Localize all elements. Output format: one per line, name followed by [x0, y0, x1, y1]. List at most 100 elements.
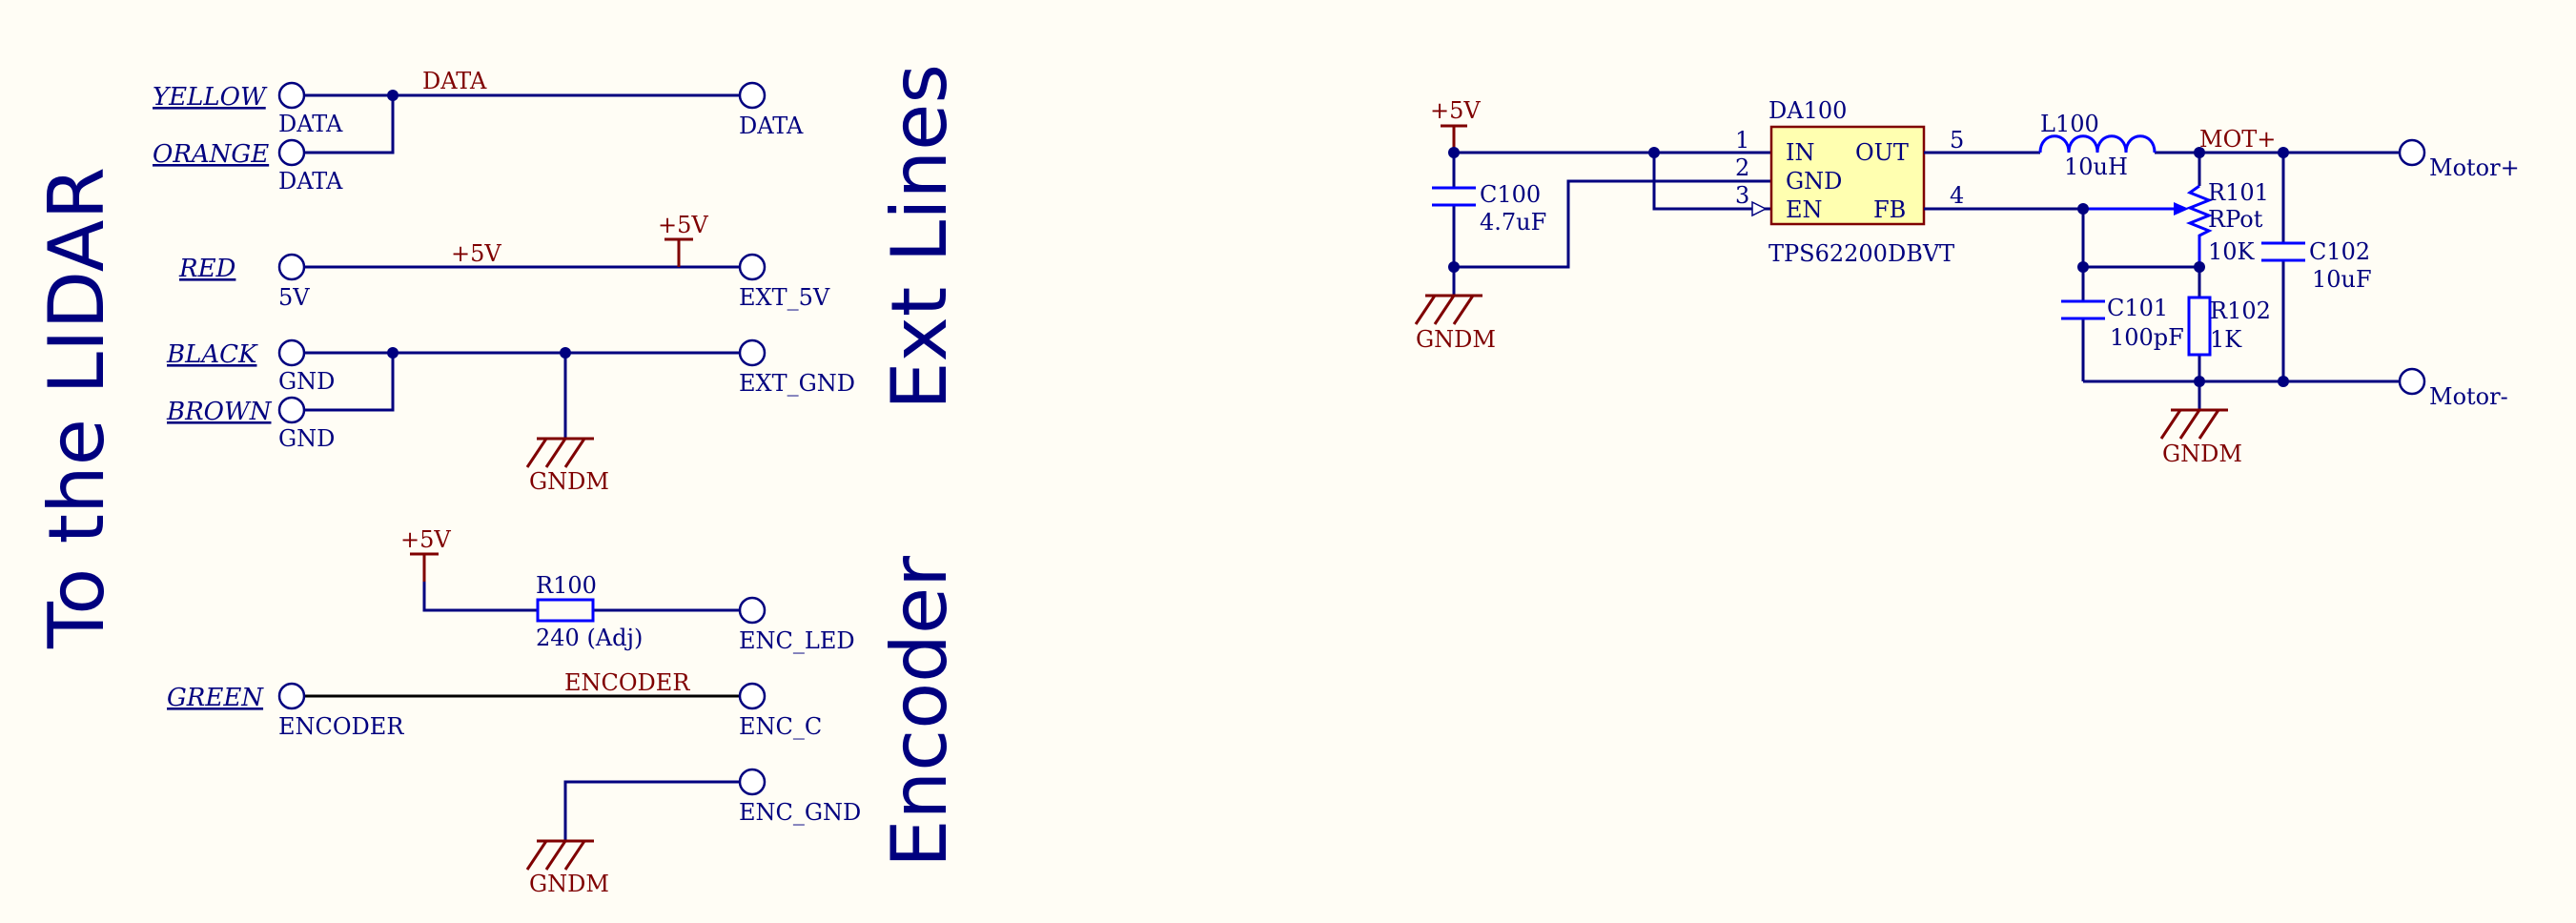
wire-label-orange: ORANGE [153, 140, 269, 169]
port-encc [738, 682, 767, 710]
r101-value-2: 10K [2208, 238, 2256, 265]
power-port-plus5v: +5V [658, 212, 708, 238]
junction-dot [1648, 147, 1660, 158]
port-data [738, 81, 767, 110]
r100-value: 240 (Adj) [536, 625, 643, 651]
ground-symbol-icon [525, 839, 594, 871]
junction-dot [387, 90, 399, 101]
r100-ref: R100 [536, 572, 597, 599]
port-label-encc: ENC_C [739, 713, 822, 740]
port-label-encled: ENC_LED [739, 627, 855, 654]
l100-ref: L100 [2040, 111, 2099, 137]
ground-symbol-icon [525, 437, 594, 468]
ground-symbol-icon [1414, 294, 1482, 325]
resistor-r100 [536, 598, 595, 623]
inductor-l100 [2038, 134, 2157, 154]
ic-pin-number-2: 2 [1735, 154, 1749, 181]
connector-green [277, 682, 306, 710]
port-label-motor-plus: Motor+ [2429, 154, 2520, 181]
wire-label-brown: BROWN [166, 398, 273, 426]
ground-group: BLACK BROWN GND GND GNDM EXT_GND [166, 338, 855, 495]
ground-symbol-icon [2159, 408, 2228, 440]
port-encled [738, 596, 767, 625]
potentiometer-r101 [2185, 184, 2214, 267]
net-label-gndm-right-1: GNDM [1416, 326, 1496, 353]
wire-label-yellow: YELLOW [153, 83, 268, 112]
port-label-ext5v: EXT_5V [739, 284, 830, 311]
enc-led-wire [422, 582, 739, 612]
enc-led-group: +5V R100 240 (Adj) ENC_LED [400, 526, 855, 654]
power-port-plus5v-enc: +5V [400, 526, 451, 553]
port-encgnd [738, 768, 767, 796]
ic-pin-number-4: 4 [1950, 182, 1964, 209]
ic-part-number: TPS62200DBVT [1768, 240, 1954, 267]
regulator-circuit: +5V C100 4.7uF GNDM DA100 IN GND EN OUT … [1414, 97, 2520, 467]
ic-pin-in: IN [1786, 139, 1814, 166]
port-ext5v [738, 253, 767, 281]
net-label-gndm-1: GNDM [529, 468, 609, 495]
net-label-mot-plus: MOT+ [2199, 126, 2276, 153]
net-label-encoder: ENCODER [564, 669, 690, 696]
port-motor-plus [2398, 138, 2426, 167]
connector-orange [277, 138, 306, 167]
data-wire-2 [305, 95, 395, 154]
title-encoder: Encoder [875, 556, 964, 868]
r102-value: 1K [2210, 326, 2242, 353]
r102-ref: R102 [2210, 297, 2271, 324]
ic-pin-fb: FB [1873, 196, 1906, 223]
c102-value: 10uF [2312, 266, 2372, 293]
power-group: RED 5V +5V +5V EXT_5V [178, 212, 830, 311]
pin-label-5v: 5V [278, 284, 310, 311]
net-label-gndm-2: GNDM [529, 871, 609, 897]
net-label-plus5v: +5V [451, 240, 501, 267]
enc-gnd-group: GNDM ENC_GND [525, 768, 861, 897]
power-port-plus5v-right: +5V [1430, 97, 1481, 124]
capacitor-c102 [2261, 241, 2305, 262]
pin-label-gnd-2: GND [278, 425, 335, 452]
capacitor-c101 [2061, 299, 2105, 320]
wiper-arrow-icon [2174, 202, 2189, 215]
c101-value: 100pF [2110, 324, 2184, 351]
pin-label-gnd-1: GND [278, 368, 335, 395]
wire-label-green: GREEN [167, 684, 264, 712]
ic-ref: DA100 [1768, 97, 1847, 124]
power-port-symbol [410, 552, 439, 582]
power-port-symbol [664, 237, 693, 267]
r101-ref: R101 [2208, 179, 2269, 206]
ic-pin-number-1: 1 [1735, 127, 1749, 154]
net-label-gndm-right-2: GNDM [2162, 441, 2242, 467]
net-label-data: DATA [422, 68, 487, 94]
data-group: YELLOW ORANGE DATA DATA DATA DATA [153, 68, 804, 195]
title-to-the-lidar: To the LIDAR [32, 167, 121, 649]
resistor-r102 [2187, 296, 2212, 357]
junction-dot [2278, 376, 2289, 387]
ic-pin-out: OUT [1855, 139, 1909, 166]
port-motor-minus [2398, 367, 2426, 396]
c102-ref: C102 [2309, 238, 2370, 265]
encoder-group: GREEN ENCODER ENCODER ENC_C [167, 669, 822, 740]
pin-label-encoder: ENCODER [278, 713, 404, 740]
port-extgnd [738, 338, 767, 367]
ic-pin-number-3: 3 [1735, 182, 1749, 209]
ic-da100-body [1769, 125, 1926, 226]
pin-label-data-2: DATA [278, 168, 343, 195]
ic-pin-gnd: GND [1786, 168, 1842, 195]
connector-black [277, 338, 306, 367]
l100-value: 10uH [2064, 154, 2128, 180]
connector-brown [277, 396, 306, 424]
port-label-motor-minus: Motor- [2429, 383, 2508, 410]
ic-pin-number-5: 5 [1950, 127, 1964, 154]
port-label-extgnd: EXT_GND [739, 370, 855, 397]
port-label-data: DATA [739, 113, 804, 139]
ic-pin-en: EN [1786, 196, 1823, 223]
pin-label-data-1: DATA [278, 111, 343, 137]
c100-ref: C100 [1480, 181, 1541, 208]
wire-label-red: RED [178, 255, 236, 283]
gnd-wire-2 [305, 353, 395, 412]
connector-red [277, 253, 306, 281]
port-label-encgnd: ENC_GND [739, 799, 861, 826]
gnd-return-wire [1454, 179, 1654, 269]
capacitor-c100 [1432, 186, 1476, 207]
enc-gnd-wire [563, 780, 739, 841]
